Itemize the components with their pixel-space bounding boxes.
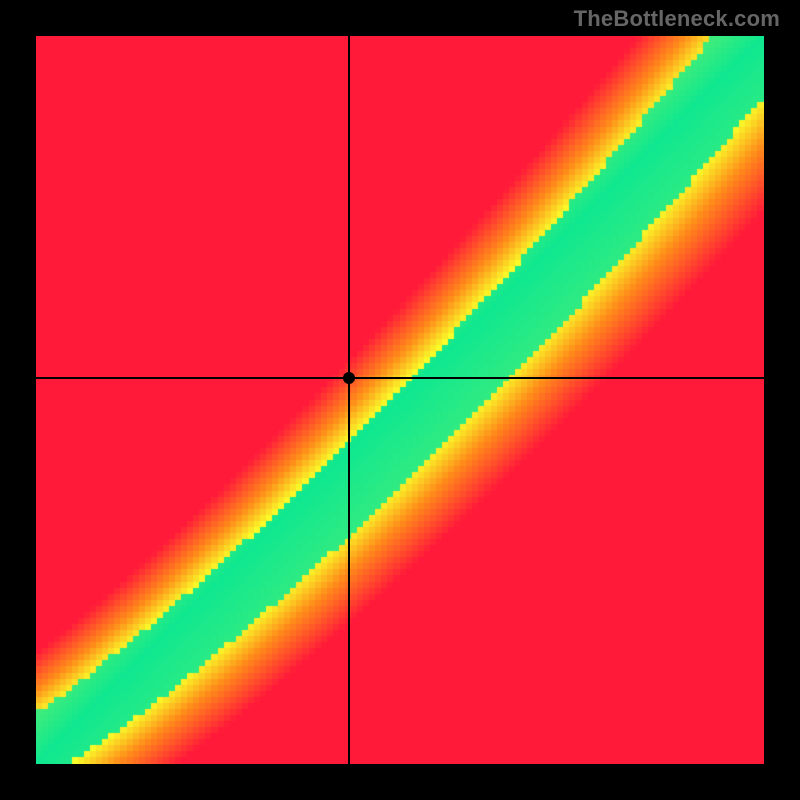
chart-container: TheBottleneck.com [0,0,800,800]
crosshair-vertical [348,36,350,764]
marker-dot [343,372,355,384]
crosshair-horizontal [36,377,764,379]
watermark-label: TheBottleneck.com [574,6,780,32]
bottleneck-heatmap [36,36,764,764]
